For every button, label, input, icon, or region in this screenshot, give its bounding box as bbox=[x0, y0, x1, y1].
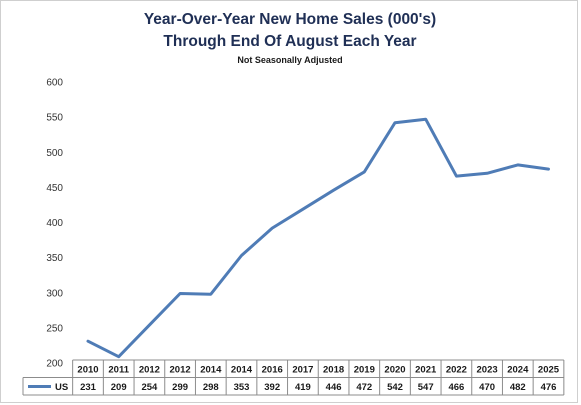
data-table-value: 298 bbox=[203, 382, 219, 393]
data-table-value: 419 bbox=[295, 382, 311, 393]
x-tick-label: 2022 bbox=[446, 365, 467, 376]
x-tick-label: 2010 bbox=[77, 365, 98, 376]
chart-title: Year-Over-Year New Home Sales (000's) bbox=[143, 11, 437, 28]
x-tick-label: 2017 bbox=[292, 365, 313, 376]
data-table-value: 231 bbox=[80, 382, 97, 393]
series-line bbox=[86, 117, 550, 359]
y-tick-label: 500 bbox=[46, 148, 63, 159]
data-table-value: 446 bbox=[326, 382, 342, 393]
data-table-value: 547 bbox=[418, 382, 434, 393]
x-tick-label: 2024 bbox=[507, 365, 529, 376]
y-tick-label: 400 bbox=[46, 218, 63, 229]
chart-subtitle: Through End Of August Each Year bbox=[163, 33, 417, 50]
x-tick-label: 2014 bbox=[200, 365, 222, 376]
data-table-value: 482 bbox=[510, 382, 526, 393]
data-table-value: 542 bbox=[387, 382, 403, 393]
data-table-value: 299 bbox=[172, 382, 188, 393]
data-table-value: 209 bbox=[111, 382, 127, 393]
x-tick-label: 2020 bbox=[384, 365, 405, 376]
y-tick-label: 350 bbox=[46, 253, 63, 264]
x-tick-label: 2019 bbox=[354, 365, 375, 376]
y-tick-label: 600 bbox=[46, 78, 63, 89]
x-tick-label: 2025 bbox=[538, 365, 560, 376]
data-table-value: 466 bbox=[448, 382, 464, 393]
data-table-value: 470 bbox=[479, 382, 495, 393]
data-table-value: 476 bbox=[541, 382, 557, 393]
data-table-value: 254 bbox=[141, 382, 158, 393]
x-tick-label: 2023 bbox=[477, 365, 498, 376]
x-tick-label: 2014 bbox=[231, 365, 253, 376]
x-tick-label: 2012 bbox=[170, 365, 191, 376]
chart-note: Not Seasonally Adjusted bbox=[237, 55, 343, 65]
y-tick-label: 550 bbox=[46, 113, 63, 124]
y-tick-label: 450 bbox=[46, 183, 63, 194]
data-table-value: 353 bbox=[234, 382, 250, 393]
x-tick-label: 2011 bbox=[108, 365, 129, 376]
y-tick-label: 250 bbox=[46, 323, 63, 334]
x-tick-label: 2012 bbox=[139, 365, 160, 376]
x-tick-label: 2016 bbox=[262, 365, 283, 376]
x-tick-label: 2018 bbox=[323, 365, 344, 376]
data-table-value: 392 bbox=[264, 382, 280, 393]
data-table-value: 472 bbox=[356, 382, 372, 393]
legend-series-label: US bbox=[55, 382, 68, 393]
x-tick-label: 2021 bbox=[415, 365, 437, 376]
y-tick-label: 200 bbox=[46, 359, 63, 370]
y-tick-label: 300 bbox=[46, 288, 63, 299]
